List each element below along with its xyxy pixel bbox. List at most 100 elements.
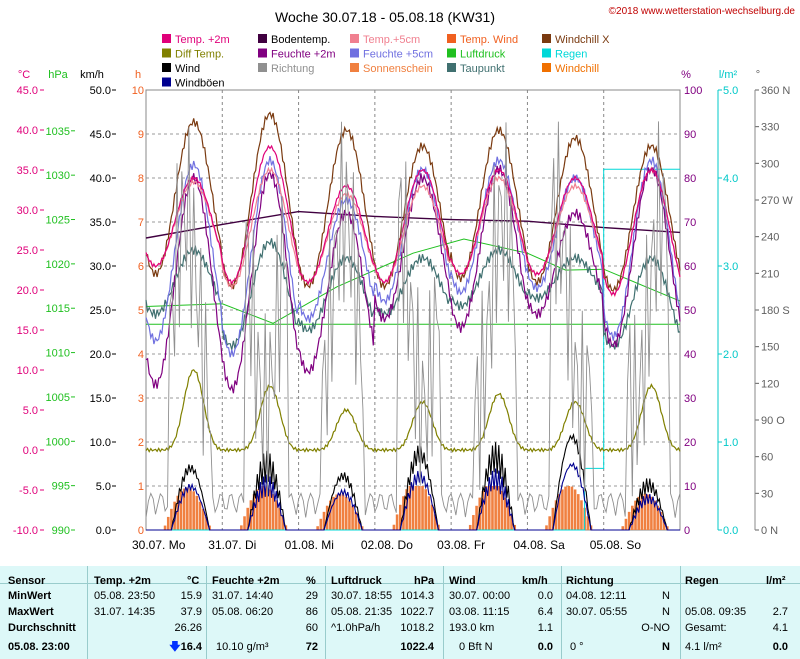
sunshine-bar [573,489,577,530]
sunshine-bar [551,507,555,530]
sunshine-bar [662,518,666,530]
header-direction: Richtung [566,575,614,587]
axis-tick-humidity: 50 [684,305,696,317]
current-bft: 0 Bft N [459,641,493,653]
sunshine-bar [640,494,644,530]
legend-swatch [350,34,359,43]
axis-tick-wind: 35.0 [90,217,111,229]
current-label: 05.08. 23:00 [8,641,70,653]
sunshine-bar [557,494,561,530]
series-Temp. +2m [145,144,681,297]
sunshine-bar [198,501,202,530]
sunshine-bar [176,495,180,530]
legend-label: Wind [175,63,200,75]
axis-tick-humidity: 0 [684,525,690,537]
axis-tick-temp: 40.0 [17,125,38,137]
axis-tick-sun: 6 [138,261,144,273]
stat-pres_val: 1018.2 [400,622,434,634]
sunshine-bar [411,486,415,530]
sunshine-bar [627,511,631,530]
x-axis-label: 03.08. Fr [437,538,485,552]
axes: °C45.040.035.030.025.020.015.010.05.00.0… [13,69,793,552]
axis-tick-direction: 330 [761,122,779,134]
axis-tick-direction: 60 [761,452,773,464]
legend-label: Taupunkt [460,63,505,75]
legend-label: Windböen [175,78,225,90]
axis-tick-humidity: 100 [684,85,702,97]
sunshine-bar [201,508,205,530]
sunshine-bar [510,515,513,530]
axis-tick-rain: 1.0 [723,437,738,449]
legend-swatch [447,63,456,72]
sunshine-bar [418,486,421,530]
sunshine-bar [341,494,345,530]
sunshine-bar [561,489,564,530]
legend-label: Windchill X [555,34,610,46]
sunshine-bar [246,507,250,530]
axis-tick-pressure: 995 [52,481,70,493]
sunshine-bar [354,511,358,530]
sunshine-bar [646,494,650,530]
sunshine-bar [240,525,243,530]
axis-tick-direction: 150 [761,342,779,354]
axis-tick-direction: 240 [761,232,779,244]
axis-tick-humidity: 10 [684,481,696,493]
axis-tick-humidity: 70 [684,217,696,229]
header-pressure: Luftdruck [331,575,382,587]
axis-tick-rain: 0.0 [723,525,738,537]
stat-hum_val: 29 [305,590,318,602]
axis-unit-humidity: % [681,69,691,81]
stat-temp_val: 15.9 [180,590,202,602]
sunshine-bar [433,514,437,530]
sunshine-bar [481,490,485,530]
legend-swatch [162,48,171,58]
current-direction: N [662,641,670,653]
axis-tick-temp: 45.0 [17,85,38,97]
sunshine-bar [653,500,656,530]
series-Feuchte +2m [145,164,681,394]
legend-label: Windchill [555,63,599,75]
axis-tick-pressure: 1010 [46,348,70,360]
stat-label: MinWert [8,590,52,602]
x-axis-label: 31.07. Di [208,538,256,552]
header-humidity: Feuchte +2m [212,575,280,587]
sunshine-bar [472,515,475,530]
sunshine-bar [491,486,494,530]
sunshine-bar [271,494,275,530]
stat-rain_when: Gesamt: [685,622,727,634]
axis-tick-humidity: 60 [684,261,696,273]
weather-chart: Woche 30.07.18 - 05.08.18 (KW31) ©2018 w… [13,6,796,552]
series-richtung [145,121,681,518]
sunshine-bar [548,516,551,530]
sunshine-bar [332,496,335,530]
legend-swatch [258,48,267,58]
sunshine-bar [281,516,284,530]
stat-pres_when: 30.07. 18:55 [331,590,393,602]
legend-swatch [350,63,359,72]
sunshine-bar [262,486,265,530]
sunshine-bar [205,516,208,530]
sunshine-bar [392,524,396,530]
axis-tick-wind: 40.0 [90,173,111,185]
sunshine-bar [195,495,199,530]
sunshine-bar [427,496,431,530]
copyright-link[interactable]: ©2018 www.wetterstation-wechselburg.de [609,6,796,17]
axis-tick-direction: 360 N [761,85,790,97]
axis-tick-rain: 3.0 [723,261,738,273]
axis-unit-temp: °C [18,69,30,81]
axis-tick-wind: 10.0 [90,437,111,449]
axis-tick-sun: 3 [138,393,144,405]
stat-dir_val: N [662,590,670,602]
axis-tick-pressure: 1020 [46,259,70,271]
sunshine-bar [249,500,253,530]
axis-tick-pressure: 1000 [46,436,70,448]
header-pressure-unit: hPa [414,575,435,587]
sunshine-bar [487,486,491,530]
sunshine-bar [329,500,332,530]
axis-tick-direction: 180 S [761,305,790,317]
axis-tick-temp: 15.0 [17,325,38,337]
axis-tick-sun: 2 [138,437,144,449]
sunshine-bar [278,507,281,530]
axis-tick-rain: 5.0 [723,85,738,97]
axis-tick-temp: 10.0 [17,365,38,377]
